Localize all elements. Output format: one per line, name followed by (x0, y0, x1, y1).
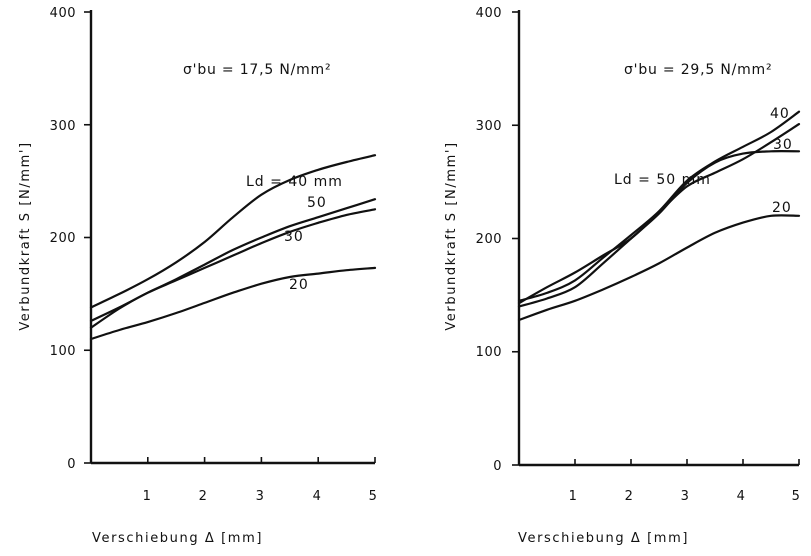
series-line (517, 123, 801, 305)
chart-panel-right: Verbundkraft S [N/mm'] Verschiebung Δ [m… (444, 6, 801, 546)
y-tick-label: 0 (67, 457, 76, 472)
y-tick-label: 400 (50, 6, 76, 21)
x-axis-label: Verschiebung Δ [mm] (518, 531, 689, 546)
series-label: 30 (773, 137, 793, 153)
x-axis-label: Verschiebung Δ [mm] (92, 531, 263, 546)
y-tick-label: 400 (476, 6, 502, 21)
series-line (89, 266, 377, 341)
series-label: 50 (307, 195, 327, 211)
x-tick-label: 5 (792, 489, 801, 504)
chart-panel-left: Verbundkraft S [N/mm'] Verschiebung Δ [m… (18, 6, 377, 546)
x-tick-label: 2 (625, 489, 634, 504)
y-axis-label: Verbundkraft S [N/mm'] (444, 141, 459, 330)
stress-annotation: σ'bu = 17,5 N/mm² (183, 62, 331, 78)
x-tick-label: 3 (256, 489, 265, 504)
series-label: 40 (770, 106, 790, 122)
x-tick-label: 5 (369, 489, 378, 504)
series-line (89, 154, 377, 309)
series-label: 20 (772, 200, 792, 216)
y-tick-label: 200 (50, 231, 76, 246)
y-tick-label: 300 (50, 119, 76, 134)
x-tick-label: 3 (681, 489, 690, 504)
x-tick-label: 4 (737, 489, 746, 504)
y-axis-label: Verbundkraft S [N/mm'] (18, 141, 33, 330)
y-tick-label: 0 (493, 459, 502, 474)
x-tick-label: 2 (199, 489, 208, 504)
y-tick-label: 100 (476, 345, 502, 360)
series-line (517, 214, 801, 322)
y-tick-label: 200 (476, 232, 502, 247)
y-tick-label: 300 (476, 119, 502, 134)
series-label: 20 (289, 277, 309, 293)
y-tick-label: 100 (50, 344, 76, 359)
x-tick-label: 4 (313, 489, 322, 504)
stress-annotation: σ'bu = 29,5 N/mm² (624, 62, 772, 78)
series-label: Ld = 40 mm (246, 174, 343, 190)
x-tick-label: 1 (143, 489, 152, 504)
series-line (517, 110, 801, 302)
x-tick-label: 1 (569, 489, 578, 504)
series-line (89, 208, 377, 329)
